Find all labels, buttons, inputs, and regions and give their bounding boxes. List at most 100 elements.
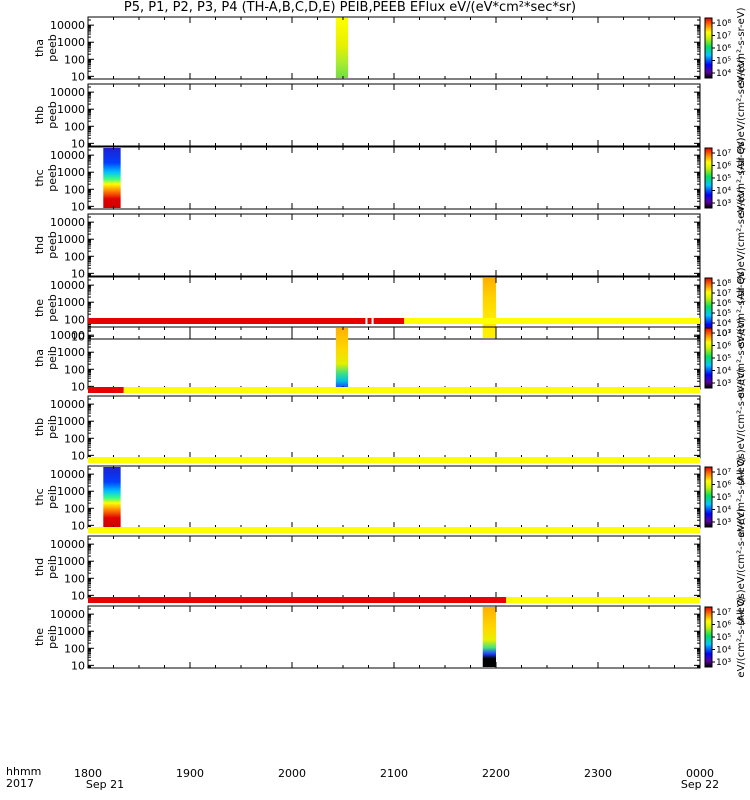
y-tick-label: 100 xyxy=(64,313,85,326)
colorbar-tick-label: 10⁶ xyxy=(716,44,731,54)
colorbar-tick-label: 10⁶ xyxy=(716,621,731,631)
panel-probe-label-thd-peib: thd xyxy=(33,558,46,576)
mode-bar-segment-thc-peib-0 xyxy=(88,457,700,463)
panel-probe-label-tha-peib: tha xyxy=(33,349,46,367)
colorbar-tick-label: 10⁵ xyxy=(716,493,731,503)
colorbar-tick-label: 10⁸ xyxy=(716,19,731,29)
mode-bar-segment-the-peib-1 xyxy=(506,597,700,603)
colorbar-title-the-peib: eV/(cm²-s-sr-eV) xyxy=(736,596,747,677)
colorbar-tick-label: 10³ xyxy=(716,658,731,668)
colorbar-tick-label: 10⁴ xyxy=(716,506,731,516)
colorbar-tick-label: 10⁷ xyxy=(716,32,731,42)
y-tick-label: 10000 xyxy=(50,538,85,551)
colorbar-tick-label: 10³ xyxy=(716,199,731,209)
panel-probe-label-thc-peeb: thc xyxy=(33,169,46,186)
y-tick-label: 100 xyxy=(64,432,85,445)
spectrogram-block-thc-peeb xyxy=(103,148,121,208)
colorbar-tick-label: 10⁶ xyxy=(716,481,731,491)
panel-instrument-label-thd-peib: peib xyxy=(46,555,59,579)
y-tick-label: 100 xyxy=(64,363,85,376)
panel-instrument-label-thb-peib: peib xyxy=(46,415,59,439)
y-tick-label: 10000 xyxy=(50,19,85,32)
y-tick-label: 10000 xyxy=(50,216,85,229)
panel-instrument-label-the-peib: peib xyxy=(46,625,59,649)
y-tick-label: 1000 xyxy=(57,166,85,179)
colorbar-thc-peeb xyxy=(704,147,713,209)
colorbar-title-thc-peeb: eV/(cm²-s-sr-eV) xyxy=(736,137,747,218)
x-tick-start-date: Sep 21 xyxy=(86,778,124,791)
panel-instrument-label-the-peeb: peeb xyxy=(46,294,59,322)
colorbar-tick-label: 10⁷ xyxy=(716,149,731,159)
mode-bar-segment-tha-peib-2 xyxy=(373,318,405,324)
colorbar-thc-peib xyxy=(704,466,713,528)
colorbar-tha-peeb xyxy=(704,17,713,79)
colorbar-tick-label: 10³ xyxy=(716,379,731,389)
colorbar-the-peib xyxy=(704,606,713,668)
panel-instrument-label-thc-peeb: peeb xyxy=(46,164,59,192)
colorbar-tick-label: 10⁴ xyxy=(716,646,731,656)
y-tick-label: 10 xyxy=(71,659,85,672)
y-tick-label: 100 xyxy=(64,120,85,133)
mode-bar-segment-tha-peib-0 xyxy=(88,318,366,324)
y-tick-label: 100 xyxy=(64,183,85,196)
colorbar-tick-label: 10⁵ xyxy=(716,309,731,319)
y-tick-label: 10000 xyxy=(50,398,85,411)
colorbar-tick-label: 10⁴ xyxy=(716,69,731,79)
mode-bar-segment-tha-peib-3 xyxy=(404,318,700,324)
colorbar-tick-label: 10⁴ xyxy=(716,367,731,377)
x-tick-label: 2200 xyxy=(482,767,510,780)
y-tick-label: 10000 xyxy=(50,149,85,162)
y-tick-label: 10 xyxy=(71,449,85,462)
colorbar-tick-label: 10³ xyxy=(716,518,731,528)
y-tick-label: 1000 xyxy=(57,625,85,638)
mode-bar-segment-thb-peib-0 xyxy=(88,387,124,393)
colorbar-tick-label: 10⁵ xyxy=(716,633,731,643)
colorbar-tha-peib xyxy=(704,327,713,389)
y-tick-label: 1000 xyxy=(57,485,85,498)
spectrogram-block-tha-peeb xyxy=(335,18,349,78)
colorbar-title-tha-peib: eV/(cm²-s-sr-eV) xyxy=(736,317,747,398)
x-tick-end-date: Sep 22 xyxy=(681,778,719,791)
colorbar-title-tha-peeb: eV/(cm²-s-sr-eV) xyxy=(736,7,747,88)
panel-probe-label-tha-peeb: tha xyxy=(33,39,46,57)
y-tick-label: 100 xyxy=(64,572,85,585)
spectrogram-block-tha-peib xyxy=(335,328,349,388)
year-label: 2017 xyxy=(6,777,34,790)
colorbar-title-the-peeb: eV/(cm²-s-sr-eV) xyxy=(736,267,747,348)
colorbar-tick-label: 10⁶ xyxy=(716,342,731,352)
y-tick-label: 1000 xyxy=(57,555,85,568)
panel-frame-thd-peeb xyxy=(87,213,701,277)
y-tick-label: 10 xyxy=(71,589,85,602)
colorbar-tick-label: 10⁵ xyxy=(716,57,731,67)
colorbar-title-thc-peib: eV/(cm²-s-sr-eV) xyxy=(736,456,747,537)
y-tick-label: 10000 xyxy=(50,86,85,99)
y-tick-label: 10 xyxy=(71,380,85,393)
colorbar-tick-label: 10³ xyxy=(716,329,731,339)
time-axis-row-labels: hhmm 2017 xyxy=(6,766,41,790)
y-tick-label: 10000 xyxy=(50,279,85,292)
y-tick-label: 1000 xyxy=(57,233,85,246)
hhmm-label: hhmm xyxy=(6,765,42,778)
panel-frame-thd-peib xyxy=(87,535,701,599)
panel-probe-label-thd-peeb: thd xyxy=(33,236,46,254)
colorbar-tick-label: 10⁸ xyxy=(716,279,731,289)
colorbar-tick-label: 10⁵ xyxy=(716,174,731,184)
y-tick-label: 10 xyxy=(71,137,85,150)
y-tick-label: 100 xyxy=(64,250,85,263)
spectrogram-block-the-peeb xyxy=(482,278,496,338)
y-tick-label: 1000 xyxy=(57,36,85,49)
panel-probe-label-thb-peeb: thb xyxy=(33,106,46,124)
time-axis: Sep 21 Sep 22 1800 1900 2000 2100 2200 2300 00… xyxy=(74,767,719,791)
y-tick-label: 1000 xyxy=(57,415,85,428)
y-tick-label: 10 xyxy=(71,267,85,280)
y-tick-label: 10 xyxy=(71,330,85,343)
y-tick-label: 10 xyxy=(71,200,85,213)
panel-probe-label-thb-peib: thb xyxy=(33,418,46,436)
x-tick-label: 1900 xyxy=(176,767,204,780)
colorbar-tick-label: 10⁴ xyxy=(716,319,731,329)
mode-bar-segment-tha-peib-1 xyxy=(367,318,372,324)
colorbar-tick-label: 10⁶ xyxy=(716,299,731,309)
mode-bar-segment-the-peib-0 xyxy=(88,597,507,603)
